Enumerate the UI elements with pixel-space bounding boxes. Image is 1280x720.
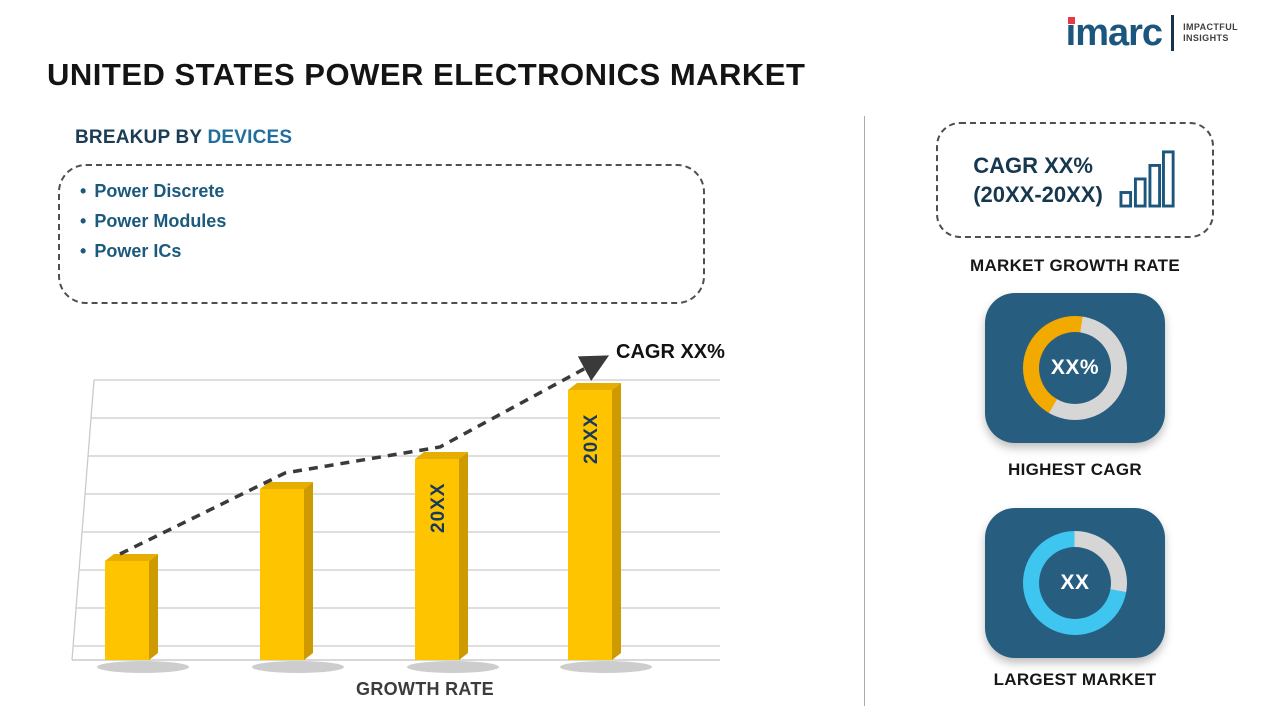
- market-growth-text: CAGR XX% (20XX-20XX): [973, 151, 1103, 209]
- bar: [105, 561, 149, 660]
- list-item: Power Modules: [80, 206, 703, 236]
- trend-line: [119, 355, 610, 556]
- highest-cagr-caption: HIGHEST CAGR: [1008, 460, 1142, 479]
- x-axis-label: GROWTH RATE: [356, 679, 494, 699]
- cagr-value-line: CAGR XX%: [973, 153, 1093, 178]
- logo-divider: [1171, 15, 1175, 51]
- list-item: Power Discrete: [80, 176, 703, 206]
- market-growth-card: CAGR XX% (20XX-20XX): [936, 122, 1214, 238]
- largest-market-caption: LARGEST MARKET: [993, 670, 1157, 689]
- logo-tagline-line2: INSIGHTS: [1183, 33, 1229, 43]
- largest-market-value: XX: [1039, 547, 1111, 619]
- highest-cagr-value: XX%: [1039, 332, 1111, 404]
- cagr-trend-label: CAGR XX%: [616, 341, 725, 363]
- largest-market-card: XX: [985, 508, 1165, 658]
- breakup-heading-prefix: BREAKUP BY: [75, 127, 202, 148]
- breakup-heading-highlight: DEVICES: [207, 127, 293, 148]
- imarc-logo: ı marc IMPACTFUL INSIGHTS: [1066, 14, 1238, 52]
- growth-bars-icon: [1119, 148, 1177, 213]
- breakup-box: Power Discrete Power Modules Power ICs: [58, 164, 705, 304]
- list-item: Power ICs: [80, 236, 703, 266]
- imarc-wordmark: ı marc: [1065, 12, 1163, 54]
- logo-tagline: IMPACTFUL INSIGHTS: [1183, 22, 1238, 44]
- breakup-heading: BREAKUP BY DEVICES: [75, 127, 292, 149]
- bar-label: 20XX: [581, 414, 602, 464]
- bar: [415, 459, 459, 660]
- breakup-list: Power Discrete Power Modules Power ICs: [80, 176, 703, 266]
- section-divider: [864, 116, 865, 706]
- cagr-years-line: (20XX-20XX): [973, 182, 1103, 207]
- logo-red-dot-icon: [1067, 17, 1075, 24]
- highest-cagr-card: XX%: [985, 293, 1165, 443]
- bar-label: 20XX: [428, 483, 449, 533]
- bar: [260, 489, 304, 660]
- largest-market-donut: XX: [1023, 531, 1127, 635]
- bar-chart-svg: 20XX 20XX: [71, 355, 720, 673]
- highest-cagr-donut: XX%: [1023, 316, 1127, 420]
- market-growth-caption: MARKET GROWTH RATE: [969, 256, 1180, 275]
- page-title: UNITED STATES POWER ELECTRONICS MARKET: [47, 57, 806, 92]
- bar: [568, 390, 612, 660]
- logo-tagline-line1: IMPACTFUL: [1183, 22, 1238, 32]
